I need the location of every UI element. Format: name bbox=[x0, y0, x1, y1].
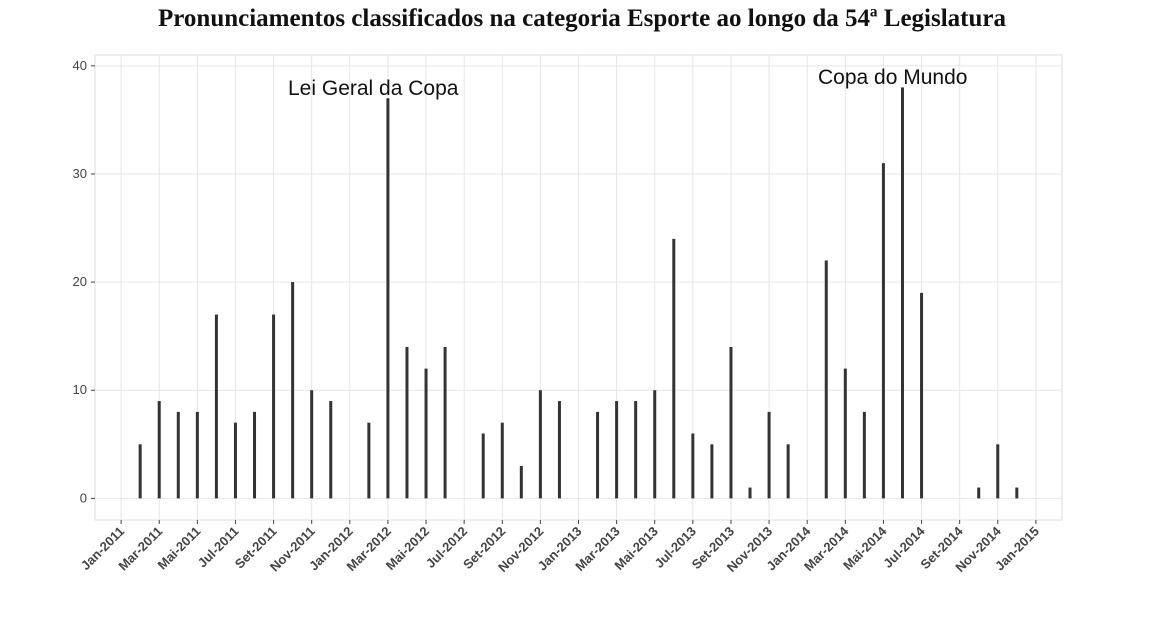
bar bbox=[386, 98, 390, 499]
bar bbox=[424, 368, 428, 499]
bar bbox=[691, 433, 695, 499]
bar bbox=[920, 292, 924, 499]
bar bbox=[291, 282, 295, 499]
bar bbox=[596, 411, 600, 499]
bar bbox=[214, 314, 218, 499]
y-tick-label: 10 bbox=[73, 382, 87, 397]
bar bbox=[557, 401, 561, 499]
bar bbox=[977, 487, 981, 499]
bar bbox=[843, 368, 847, 499]
bar bbox=[748, 487, 752, 499]
bar bbox=[367, 422, 371, 499]
bar bbox=[538, 390, 542, 499]
bar bbox=[729, 346, 733, 499]
chart-title: Pronunciamentos classificados na categor… bbox=[158, 5, 1006, 32]
bar bbox=[176, 411, 180, 499]
bar bbox=[653, 390, 657, 499]
bar bbox=[996, 444, 1000, 499]
bar bbox=[157, 401, 161, 499]
bar bbox=[310, 390, 314, 499]
bar bbox=[138, 444, 142, 499]
bar bbox=[443, 346, 447, 499]
y-tick-label: 20 bbox=[73, 274, 87, 289]
annotation: Lei Geral da Copa bbox=[288, 77, 459, 100]
bar bbox=[1015, 487, 1019, 499]
y-tick-label: 40 bbox=[73, 58, 87, 73]
bar bbox=[519, 465, 523, 499]
bar bbox=[233, 422, 237, 499]
bar bbox=[329, 401, 333, 499]
bar bbox=[881, 163, 885, 499]
bar bbox=[405, 346, 409, 499]
bar bbox=[195, 411, 199, 499]
bar bbox=[862, 411, 866, 499]
bar bbox=[824, 260, 828, 499]
bar bbox=[786, 444, 790, 499]
bar bbox=[634, 401, 638, 499]
bar bbox=[710, 444, 714, 499]
bar bbox=[253, 411, 257, 499]
bar bbox=[767, 411, 771, 499]
y-tick-label: 30 bbox=[73, 166, 87, 181]
bar bbox=[900, 87, 904, 499]
annotation: Copa do Mundo bbox=[818, 66, 967, 89]
bar bbox=[615, 401, 619, 499]
bar bbox=[672, 238, 676, 499]
bar bbox=[481, 433, 485, 499]
y-tick-label: 0 bbox=[80, 490, 87, 505]
bar bbox=[500, 422, 504, 499]
bar bbox=[272, 314, 276, 499]
